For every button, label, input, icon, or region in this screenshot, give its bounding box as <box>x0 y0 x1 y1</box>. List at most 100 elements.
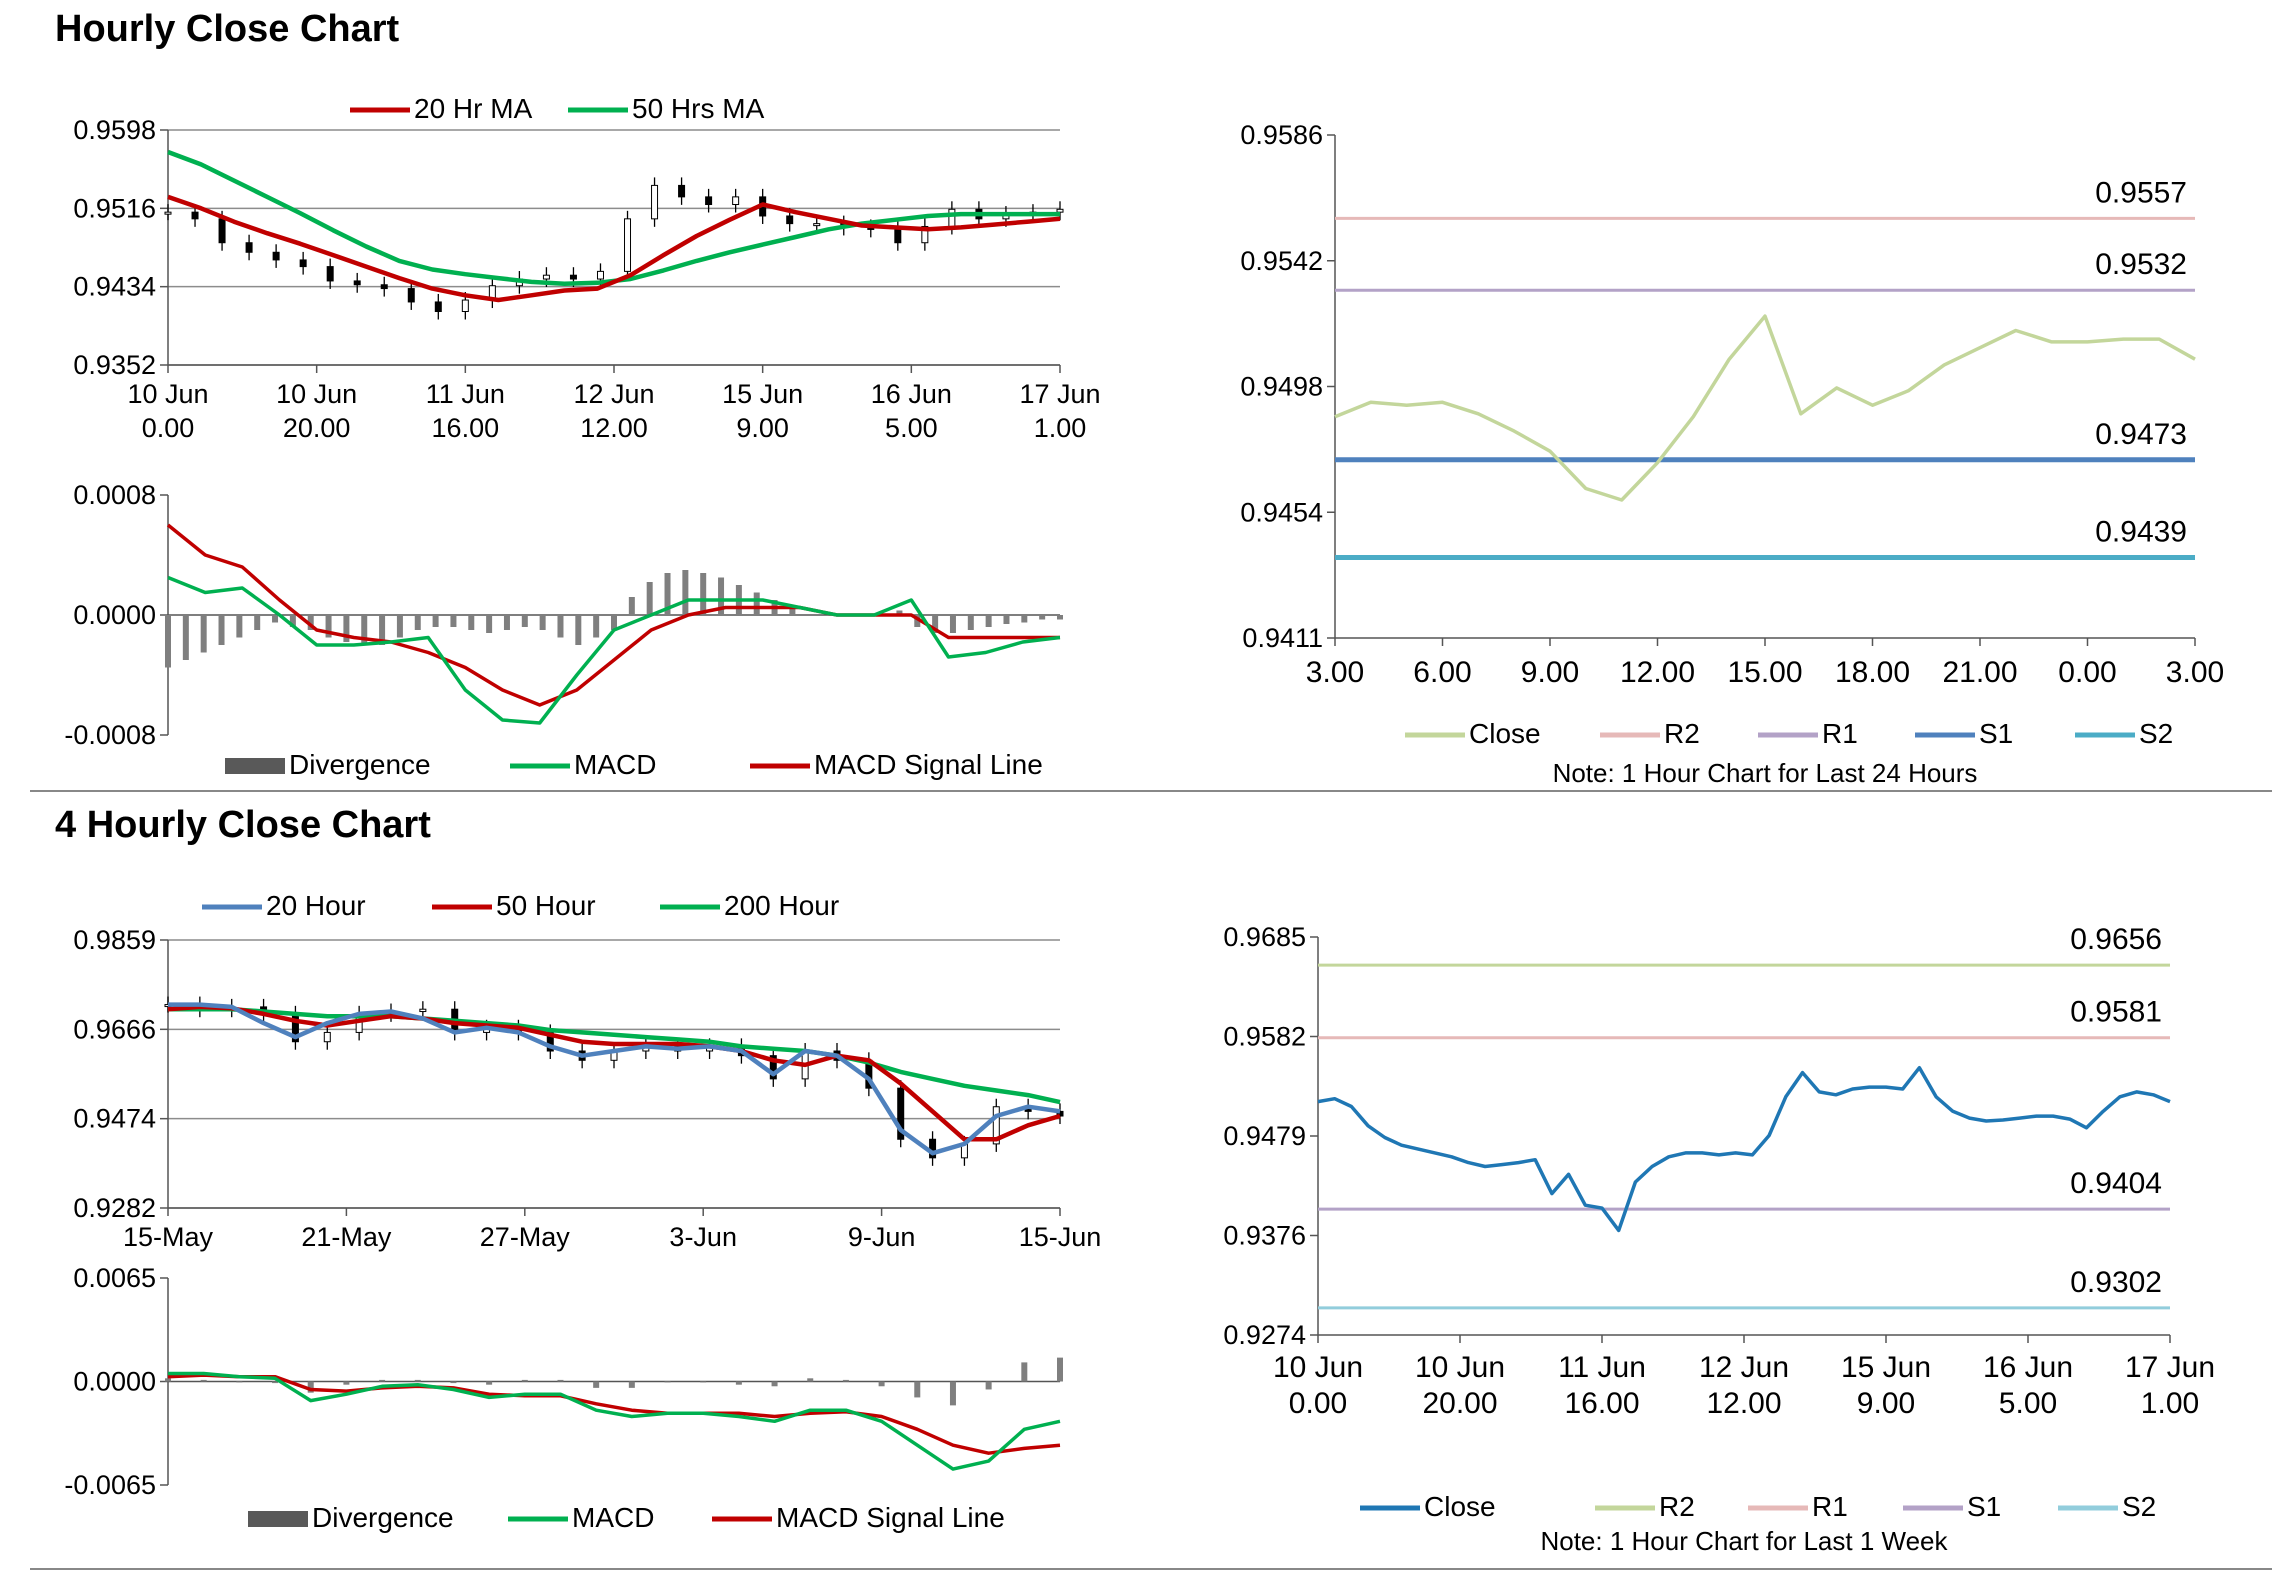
four-hourly-macd-chart: 0.0065 0.0000 -0.0065 Divergence MACD MACD Si… <box>64 1263 1063 1533</box>
c6-xtick-date: 16 Jun <box>1983 1351 2073 1384</box>
c2-series-macd <box>167 575 1061 725</box>
bottom-divider <box>30 1568 2272 1570</box>
c1-xtick-time: 0.00 <box>142 413 195 443</box>
c3-level-label-s2: 0.9439 <box>2095 516 2187 549</box>
c1-xtick-time: 9.00 <box>736 413 789 443</box>
c6-ytick-label: 0.9274 <box>1223 1320 1306 1350</box>
c1-xtick-time: 16.00 <box>432 413 500 443</box>
c1-candle-body <box>948 208 956 227</box>
c5-divergence-bar <box>1021 1362 1028 1382</box>
c2-legend-divergence-swatch <box>225 758 285 774</box>
c4-legend-50hr: 50 Hour <box>496 890 596 921</box>
c4-candle-body <box>897 1087 905 1140</box>
c3-series-close <box>1334 314 2196 502</box>
c2-divergence-bar <box>611 615 617 630</box>
c5-divergence-bar <box>414 1379 421 1382</box>
c3-xtick-label: 15.00 <box>1727 656 1802 689</box>
c1-candle-body <box>921 225 929 244</box>
c1-ytick-label: 0.9434 <box>73 272 156 302</box>
c6-level-label-r2: 0.9656 <box>2070 923 2162 956</box>
c3-level-label-r2: 0.9557 <box>2095 176 2187 209</box>
c2-ytick-label: 0.0000 <box>73 600 156 630</box>
c1-candle-body <box>380 284 388 290</box>
c4-candle-body <box>323 1031 331 1043</box>
c6-xtick-date: 15 Jun <box>1841 1351 1931 1384</box>
c5-divergence-bar <box>200 1379 207 1382</box>
c5-divergence-bar <box>521 1379 528 1382</box>
c2-divergence-bar <box>789 607 796 615</box>
c6-legend-s1: S1 <box>1967 1491 2001 1522</box>
c4-xtick-label: 9-Jun <box>848 1222 916 1252</box>
c2-divergence-bar <box>254 615 261 630</box>
c1-xtick-date: 10 Jun <box>127 379 208 409</box>
c2-divergence-bar <box>932 615 939 633</box>
c2-divergence-bar <box>468 615 475 630</box>
c1-xtick-date: 16 Jun <box>871 379 952 409</box>
section-divider <box>30 790 2272 792</box>
c5-divergence-bar <box>700 1381 707 1383</box>
c2-divergence-bar <box>628 597 635 615</box>
c1-xtick-date: 12 Jun <box>573 379 654 409</box>
c2-divergence-bar <box>807 615 814 616</box>
c2-divergence-bar <box>753 592 760 615</box>
c6-xtick-date: 11 Jun <box>1558 1351 1646 1384</box>
c2-legend-signal: MACD Signal Line <box>814 749 1043 780</box>
c5-divergence-bar <box>272 1381 279 1384</box>
c5-divergence-bar <box>486 1381 493 1385</box>
c6-level-label-s2: 0.9302 <box>2070 1266 2162 1299</box>
c1-candle-body <box>569 274 577 280</box>
c4-candle-body <box>546 1031 554 1052</box>
c1-xtick-date: 11 Jun <box>426 379 505 409</box>
c2-divergence-bar <box>539 615 546 630</box>
c3-xtick-label: 18.00 <box>1835 656 1910 689</box>
c6-xtick-time: 0.00 <box>1289 1387 1347 1420</box>
c6-xtick-time: 20.00 <box>1422 1387 1497 1420</box>
c3-ytick-label: 0.9542 <box>1240 246 1323 276</box>
c2-divergence-bar <box>593 615 600 638</box>
hourly-levels-chart: 0.9586 0.9542 0.9498 0.9454 0.9411 0.9557 0.95… <box>1240 120 2224 788</box>
c1-candle-body <box>218 218 226 244</box>
c2-ytick-label: -0.0008 <box>64 720 156 750</box>
c1-candle-body <box>191 211 199 220</box>
c2-divergence-bar <box>272 615 279 623</box>
c1-ytick-label: 0.9598 <box>73 115 156 145</box>
c2-divergence-bar <box>414 615 421 630</box>
c1-candle-body <box>326 266 334 282</box>
c1-candle-body <box>651 184 659 220</box>
c1-candle-body <box>678 184 686 198</box>
c6-ytick-label: 0.9685 <box>1223 922 1306 952</box>
c5-legend-divergence: Divergence <box>312 1502 454 1533</box>
c3-ytick-label: 0.9498 <box>1240 372 1323 402</box>
c4-ytick-label: 0.9474 <box>73 1104 156 1134</box>
c2-divergence-bar <box>1057 615 1063 620</box>
c1-candle-body <box>461 299 469 313</box>
c1-candle-body <box>624 218 632 272</box>
c2-ytick-label: 0.0008 <box>73 480 156 510</box>
c1-ytick-label: 0.9352 <box>73 350 156 380</box>
c2-divergence-bar <box>218 615 225 645</box>
c6-xtick-time: 16.00 <box>1564 1387 1639 1420</box>
c6-legend-r1: R1 <box>1812 1491 1848 1522</box>
c4-ytick-label: 0.9282 <box>73 1193 156 1223</box>
c5-divergence-bar <box>343 1381 350 1385</box>
c5-divergence-bar <box>1057 1357 1063 1382</box>
c5-divergence-bar <box>557 1379 564 1382</box>
c1-legend-20hr: 20 Hr MA <box>414 93 533 124</box>
c5-legend-signal: MACD Signal Line <box>776 1502 1005 1533</box>
c4-candle-body <box>769 1055 777 1080</box>
c5-divergence-bar <box>307 1381 314 1393</box>
c1-xtick-date: 15 Jun <box>722 379 803 409</box>
c6-legend-s2: S2 <box>2122 1491 2156 1522</box>
c3-level-label-r1: 0.9532 <box>2095 248 2187 281</box>
c4-ytick-label: 0.9859 <box>73 925 156 955</box>
c2-divergence-bar <box>682 570 689 615</box>
c5-divergence-bar <box>593 1381 600 1388</box>
c3-xtick-label: 21.00 <box>1942 656 2017 689</box>
c5-ytick-label: 0.0000 <box>73 1367 156 1397</box>
c2-divergence-bar <box>289 615 296 627</box>
c1-candle-body <box>272 251 280 261</box>
c1-candle-body <box>353 280 361 286</box>
c1-xtick-date: 10 Jun <box>276 379 357 409</box>
c1-candle-body <box>245 242 253 253</box>
c5-series-macd <box>168 1371 1061 1471</box>
